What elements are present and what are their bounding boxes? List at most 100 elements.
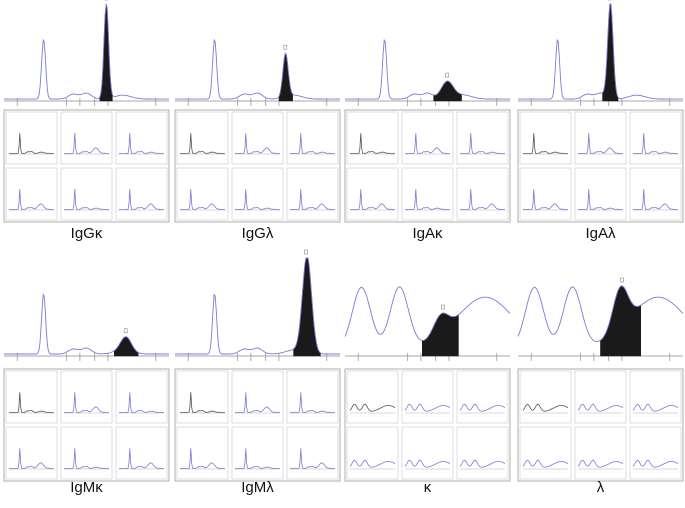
mini-plot-trace [290,189,335,210]
mini-plot-frame [346,370,399,424]
mini-plot-trace [180,448,225,469]
mini-plot-frame [574,111,627,165]
panel-label: IgAκ [412,225,443,242]
immunofixation-grid [3,109,170,223]
mini-plot-trace [633,133,678,154]
mini-plot-frame [176,426,229,480]
mini-plot-trace [405,133,450,154]
mini-plot-frame [231,111,284,165]
panel-IgGk: IgGκ [3,0,170,242]
mini-plot-trace [522,459,569,468]
mini-plot-frame [5,167,58,221]
panel-IgAk: IgAκ [344,38,511,242]
panel-k: κ [344,286,511,496]
mini-plot-trace [460,133,505,154]
mini-plot-frame [574,167,627,221]
mini-plot-frame [346,111,399,165]
mini-plot-frame [115,167,168,221]
mini-plot-trace [404,459,451,468]
electrophoresis-trace [175,38,340,100]
mini-plot-trace [460,189,505,210]
mini-plot-frame [286,370,339,424]
mini-plot-trace [290,133,335,154]
panel-IgAl: IgAλ [517,0,684,242]
mini-plot-frame [456,111,509,165]
mini-plot-frame [176,370,229,424]
mini-plot-trace [633,189,678,210]
band-marker [304,249,308,255]
mini-plot-frame [286,111,339,165]
mini-plot-trace [235,189,280,210]
mini-plot-frame [5,111,58,165]
electrophoresis-trace [344,286,511,341]
electrophoresis-trace [4,293,169,355]
mini-plot-trace [349,403,396,412]
mini-plot-frame [5,370,58,424]
mini-plot-frame [401,426,454,480]
band-marker [123,328,128,333]
monoclonal-band [433,80,462,102]
mini-plot-trace [578,189,623,210]
band-marker [441,304,445,310]
panel-label: IgAλ [585,225,616,242]
mini-plot-frame [401,370,454,424]
mini-plot-trace [9,133,54,154]
band-marker [445,72,449,78]
mini-plot-trace [180,133,225,154]
immunofixation-grid [3,368,170,482]
mini-plot-frame [60,426,113,480]
panel-IgMk: IgMκ [3,293,170,496]
mini-plot-trace [459,459,506,468]
mini-plot-trace [235,133,280,154]
mini-plot-trace [350,189,395,210]
mini-plot-trace [119,189,164,210]
electrophoresis-trace [175,257,340,355]
mini-plot-frame [574,370,627,424]
mini-plot-trace [577,459,624,468]
mini-plot-trace [119,392,164,413]
mini-plot-frame [401,167,454,221]
mini-plot-frame [231,426,284,480]
mini-plot-trace [290,448,335,469]
mini-plot-frame [456,426,509,480]
mini-plot-trace [9,392,54,413]
mini-plot-trace [64,448,109,469]
mini-plot-trace [119,133,164,154]
immunofixation-grid [517,368,684,482]
mini-plot-frame [629,111,682,165]
mini-plot-frame [456,167,509,221]
mini-plot-trace [290,392,335,413]
mini-plot-trace [9,448,54,469]
monoclonal-band [278,52,293,102]
mini-plot-trace [350,133,395,154]
panel-label: λ [597,479,605,496]
mini-plot-frame [60,111,113,165]
mini-plot-frame [629,370,682,424]
mini-plot-trace [522,403,569,412]
panel-l: λ [517,277,684,496]
panel-label: IgGκ [71,225,103,242]
mini-plot-frame [176,167,229,221]
mini-plot-trace [523,189,568,210]
mini-plot-trace [405,189,450,210]
immunofixation-grid [517,109,684,223]
mini-plot-frame [629,167,682,221]
mini-plot-frame [519,370,572,424]
mini-plot-frame [629,426,682,480]
mini-plot-trace [235,448,280,469]
band-marker [283,44,288,50]
mini-plot-frame [115,370,168,424]
electrophoresis-trace [4,3,169,100]
band-marker [620,277,624,283]
mini-plot-frame [176,111,229,165]
immunofixation-grid [344,368,511,482]
mini-plot-frame [456,370,509,424]
mini-plot-frame [60,370,113,424]
mini-plot-trace [180,392,225,413]
mini-plot-trace [349,459,396,468]
panel-label: IgMκ [70,479,103,496]
monoclonal-band [600,285,641,357]
monoclonal-band [422,312,459,357]
